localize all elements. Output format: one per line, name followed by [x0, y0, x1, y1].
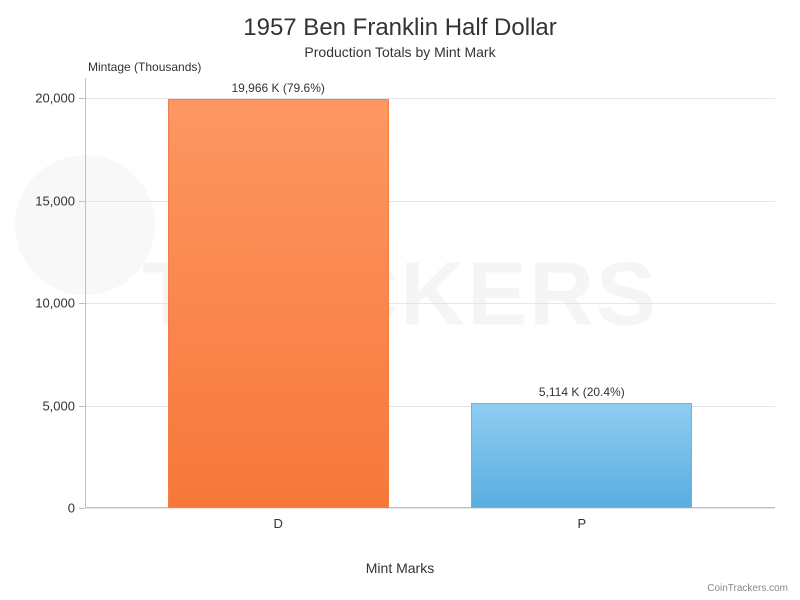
y-tick-label: 10,000	[35, 296, 85, 311]
chart-title: 1957 Ben Franklin Half Dollar	[0, 0, 800, 42]
y-tick-label: 5,000	[42, 398, 85, 413]
bar	[168, 99, 389, 508]
x-tick-label: P	[577, 508, 586, 531]
y-tick-label: 15,000	[35, 193, 85, 208]
bar	[471, 403, 692, 508]
y-tick-label: 20,000	[35, 91, 85, 106]
x-axis-title: Mint Marks	[0, 560, 800, 576]
bar-value-label: 5,114 K (20.4%)	[539, 385, 625, 399]
y-tick-label: 0	[68, 501, 85, 516]
y-axis-line	[85, 78, 86, 508]
plot-area: 05,00010,00015,00020,00019,966 K (79.6%)…	[85, 78, 775, 508]
bar-value-label: 19,966 K (79.6%)	[231, 81, 324, 95]
x-tick-label: D	[273, 508, 282, 531]
credit-text: CoinTrackers.com	[707, 583, 788, 594]
y-axis-title: Mintage (Thousands)	[88, 60, 201, 74]
chart-subtitle: Production Totals by Mint Mark	[0, 42, 800, 60]
gridline	[85, 508, 775, 509]
